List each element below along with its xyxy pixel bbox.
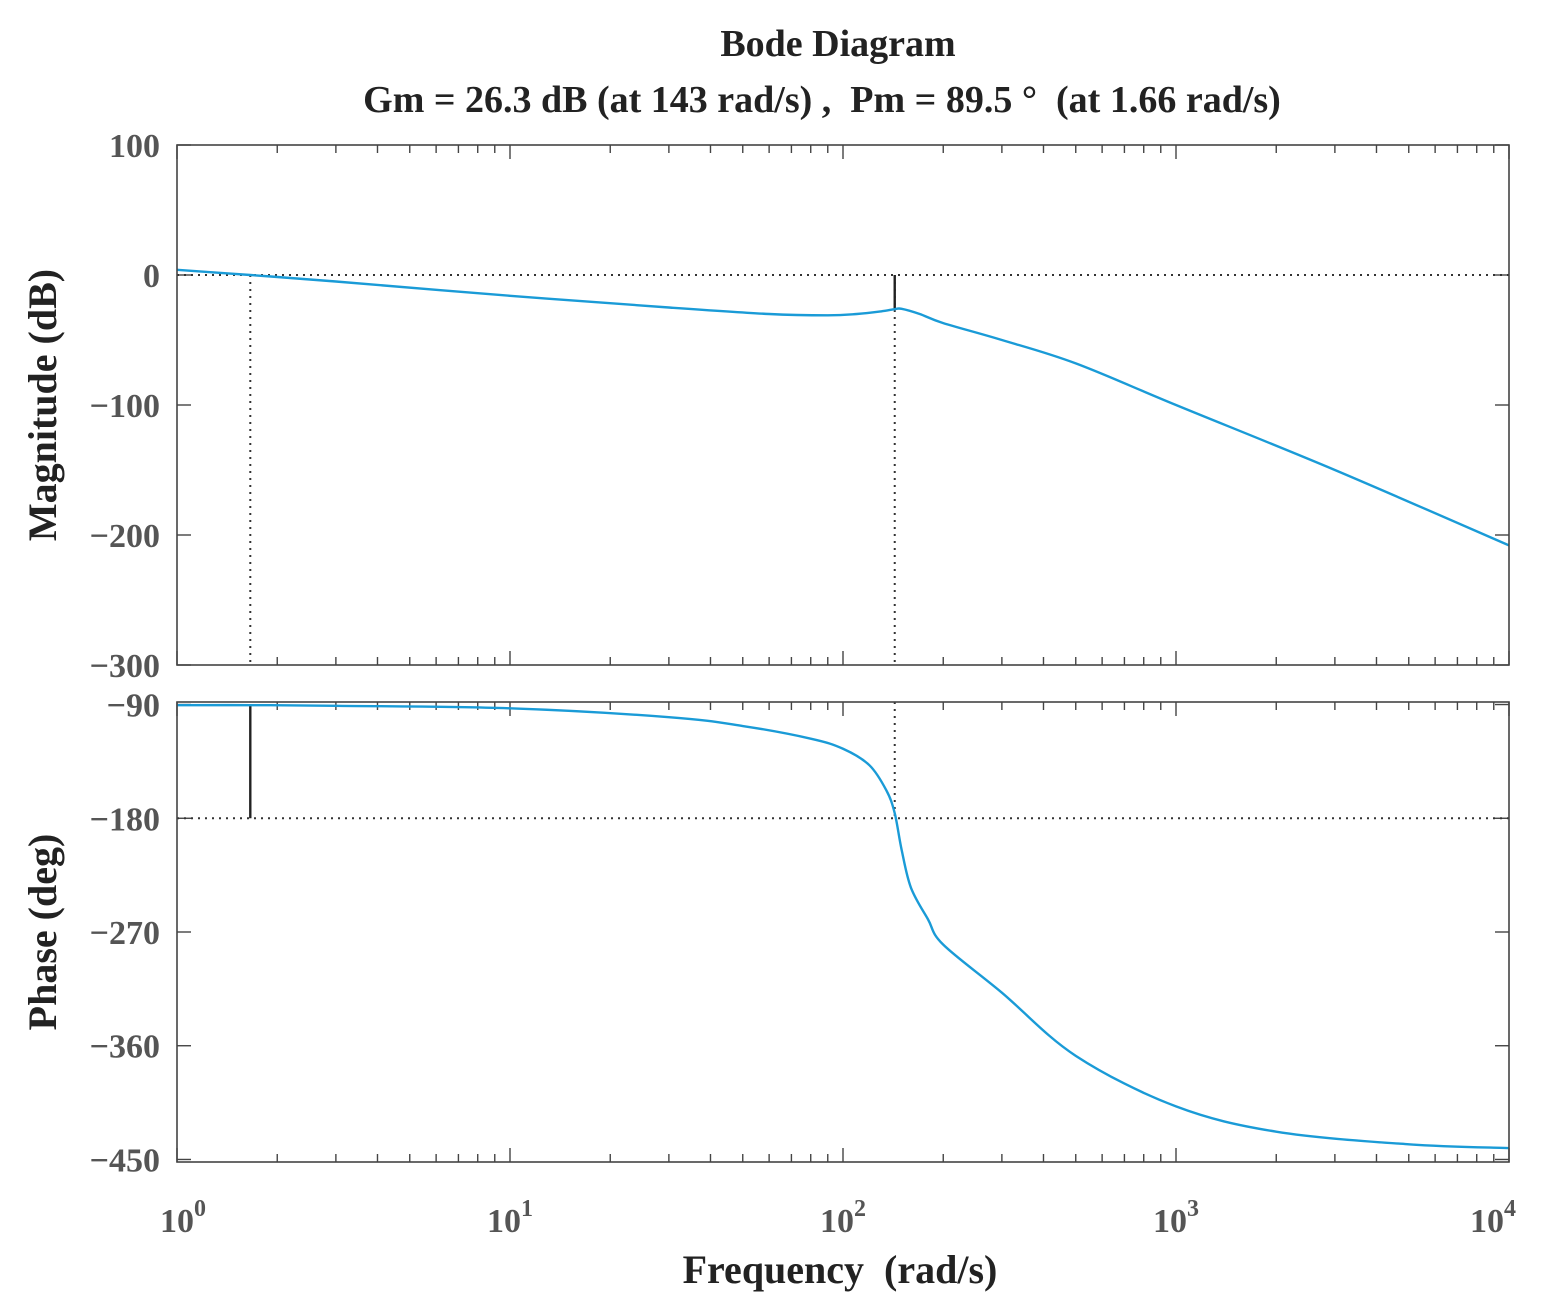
magnitude-series-line bbox=[176, 268, 1510, 547]
chart-title: Bode Diagram bbox=[720, 23, 955, 65]
x-tick-label: 101 bbox=[487, 1196, 533, 1240]
y-tick-label: 100 bbox=[109, 128, 160, 165]
x-tick-label: 103 bbox=[1153, 1196, 1199, 1240]
y-tick-label: 0 bbox=[143, 258, 160, 295]
y-tick-label: −200 bbox=[90, 518, 160, 555]
phase-ylabel: Phase (deg) bbox=[20, 834, 65, 1031]
y-tick-label: −270 bbox=[90, 915, 160, 952]
magnitude-axes-frame bbox=[176, 144, 1510, 666]
magnitude-y-tick-labels: 100 0 −100 −200 −300 bbox=[90, 128, 160, 685]
x-tick-label: 104 bbox=[1470, 1196, 1516, 1240]
magnitude-reference-lines bbox=[177, 274, 1509, 665]
x-axis-label: Frequency (rad/s) bbox=[683, 1247, 998, 1292]
y-tick-label: −90 bbox=[107, 688, 160, 725]
phase-axes-frame bbox=[176, 701, 1510, 1163]
x-tick-label: 102 bbox=[820, 1196, 866, 1240]
y-tick-label: −180 bbox=[90, 801, 160, 838]
phase-series-line bbox=[176, 703, 1510, 1150]
y-tick-label: −360 bbox=[90, 1029, 160, 1066]
phase-panel: −90 −180 −270 −360 −450 Phase (deg) bbox=[20, 688, 1510, 1180]
magnitude-ylabel: Magnitude (dB) bbox=[20, 269, 65, 541]
y-tick-label: −100 bbox=[90, 388, 160, 425]
y-tick-label: −450 bbox=[90, 1142, 160, 1179]
phase-y-tick-labels: −90 −180 −270 −360 −450 bbox=[90, 688, 160, 1180]
y-tick-label: −300 bbox=[90, 648, 160, 685]
chart-subtitle: Gm = 26.3 dB (at 143 rad/s) , Pm = 89.5 … bbox=[363, 79, 1281, 121]
magnitude-panel: 100 0 −100 −200 −300 Magnitude (dB) bbox=[20, 128, 1510, 685]
x-tick-label: 100 bbox=[160, 1196, 206, 1240]
phase-reference-lines bbox=[177, 702, 1509, 820]
phase-tick-marks bbox=[176, 702, 1510, 1162]
magnitude-tick-marks bbox=[176, 144, 1510, 666]
x-tick-labels: 100 101 102 103 104 bbox=[160, 1196, 1516, 1240]
